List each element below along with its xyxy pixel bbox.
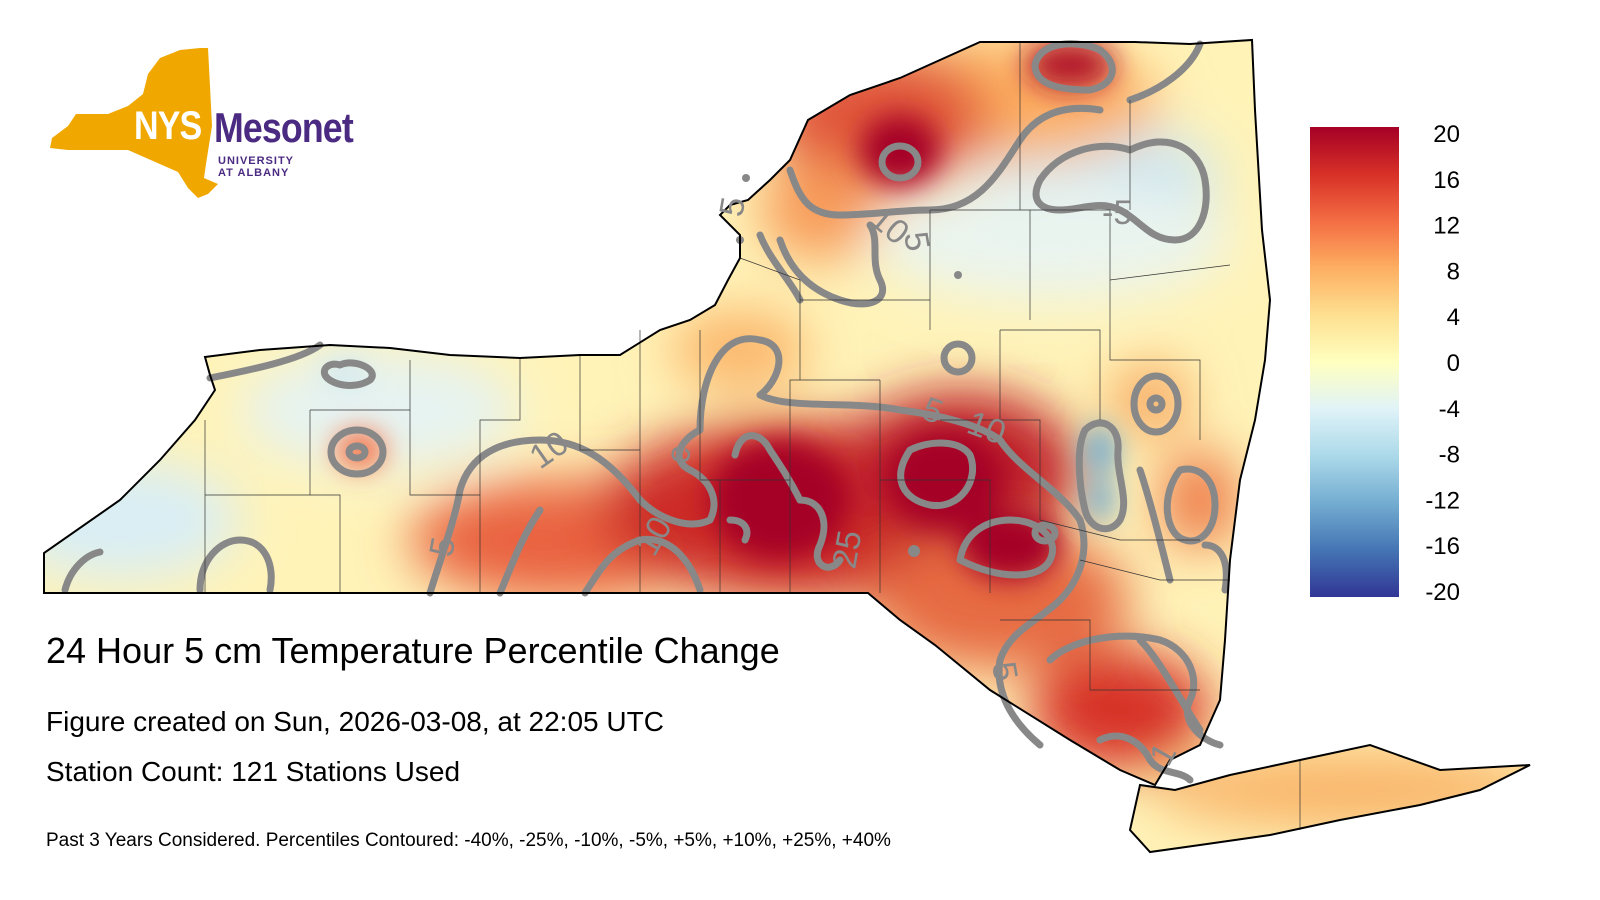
colorbar-tick-label: 12: [1433, 213, 1460, 240]
colorbar-tick-label: -8: [1439, 442, 1460, 469]
figure-title: 24 Hour 5 cm Temperature Percentile Chan…: [46, 630, 780, 671]
colorbar-tick-label: -4: [1439, 396, 1460, 423]
contour-label-c: c: [658, 443, 698, 466]
colorbar-tick-label: 20: [1433, 121, 1460, 148]
colorbar-tick-label: -20: [1425, 579, 1460, 606]
station-count: Station Count: 121 Stations Used: [46, 756, 461, 787]
figure-created-timestamp: Figure created on Sun, 2026-03-08, at 22…: [46, 706, 664, 737]
county-boundaries: [204, 42, 1301, 830]
colorbar-tick-label: 0: [1447, 350, 1460, 377]
figure-note: Past 3 Years Considered. Percentiles Con…: [46, 830, 891, 851]
ny-state-silhouette-icon: [50, 48, 218, 198]
contour-dots: [736, 174, 962, 557]
colorbar-gradient: [1310, 127, 1399, 597]
contour-label-neg5: -5: [1102, 194, 1132, 232]
logo-nys-text: NYS: [134, 104, 202, 148]
colorbar-tick-label: 4: [1447, 304, 1460, 331]
colorbar: 20 16 12 8 4 0 -4 -8 -12 -16 -20: [1310, 121, 1460, 606]
colorbar-tick-label: -16: [1425, 533, 1460, 560]
logo-mesonet-text: Mesonet: [214, 104, 354, 151]
contour-lines: [61, 40, 1230, 784]
contour-label-5-northwest: 5: [712, 194, 753, 219]
nys-mesonet-logo: NYS Mesonet UNIVERSITY AT ALBANY: [48, 46, 388, 206]
colorbar-tick-label: 8: [1447, 258, 1460, 285]
logo-university-text: UNIVERSITY AT ALBANY: [218, 155, 294, 179]
colorbar-tick-label: -12: [1425, 487, 1460, 514]
contour-label-25: 25: [825, 528, 869, 572]
colorbar-tick-label: 16: [1433, 167, 1460, 194]
